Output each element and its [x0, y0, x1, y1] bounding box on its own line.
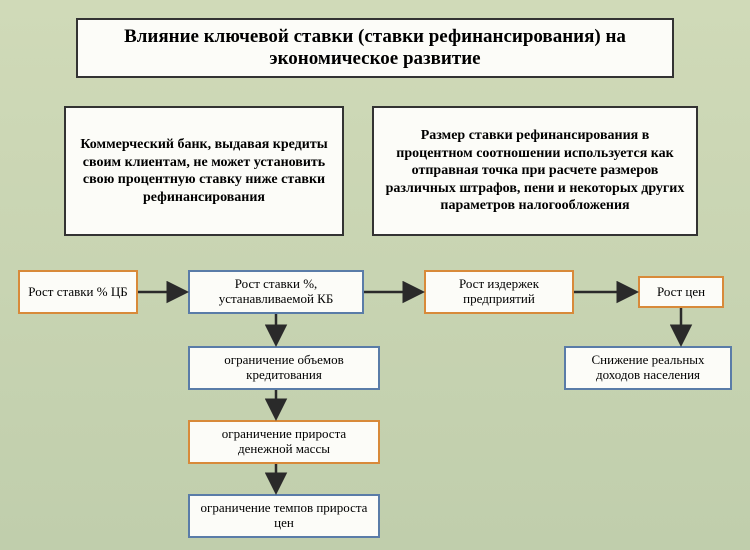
desc-right: Размер ставки рефинансирования в процент… — [372, 106, 698, 236]
desc-left: Коммерческий банк, выдавая кредиты своим… — [64, 106, 344, 236]
node-label: ограничение прироста денежной массы — [196, 427, 372, 457]
title-text: Влияние ключевой ставки (ставки рефинанс… — [88, 26, 662, 70]
node-cost-growth: Рост издержек предприятий — [424, 270, 574, 314]
node-label: Рост ставки % ЦБ — [28, 285, 127, 300]
node-label: Рост издержек предприятий — [432, 277, 566, 307]
node-income-decline: Снижение реальных доходов населения — [564, 346, 732, 390]
node-label: Снижение реальных доходов населения — [572, 353, 724, 383]
node-money-supply-limit: ограничение прироста денежной массы — [188, 420, 380, 464]
desc-left-text: Коммерческий банк, выдавая кредиты своим… — [76, 136, 332, 206]
desc-right-text: Размер ставки рефинансирования в процент… — [384, 127, 686, 215]
node-price-growth-limit: ограничение темпов прироста цен — [188, 494, 380, 538]
node-credit-limit: ограничение объемов кредитования — [188, 346, 380, 390]
node-cb-rate-growth: Рост ставки % ЦБ — [18, 270, 138, 314]
node-label: ограничение объемов кредитования — [196, 353, 372, 383]
title-box: Влияние ключевой ставки (ставки рефинанс… — [76, 18, 674, 78]
node-price-growth: Рост цен — [638, 276, 724, 308]
node-label: Рост цен — [657, 285, 705, 300]
node-label: Рост ставки %, устанавливаемой КБ — [196, 277, 356, 307]
node-kb-rate-growth: Рост ставки %, устанавливаемой КБ — [188, 270, 364, 314]
node-label: ограничение темпов прироста цен — [196, 501, 372, 531]
